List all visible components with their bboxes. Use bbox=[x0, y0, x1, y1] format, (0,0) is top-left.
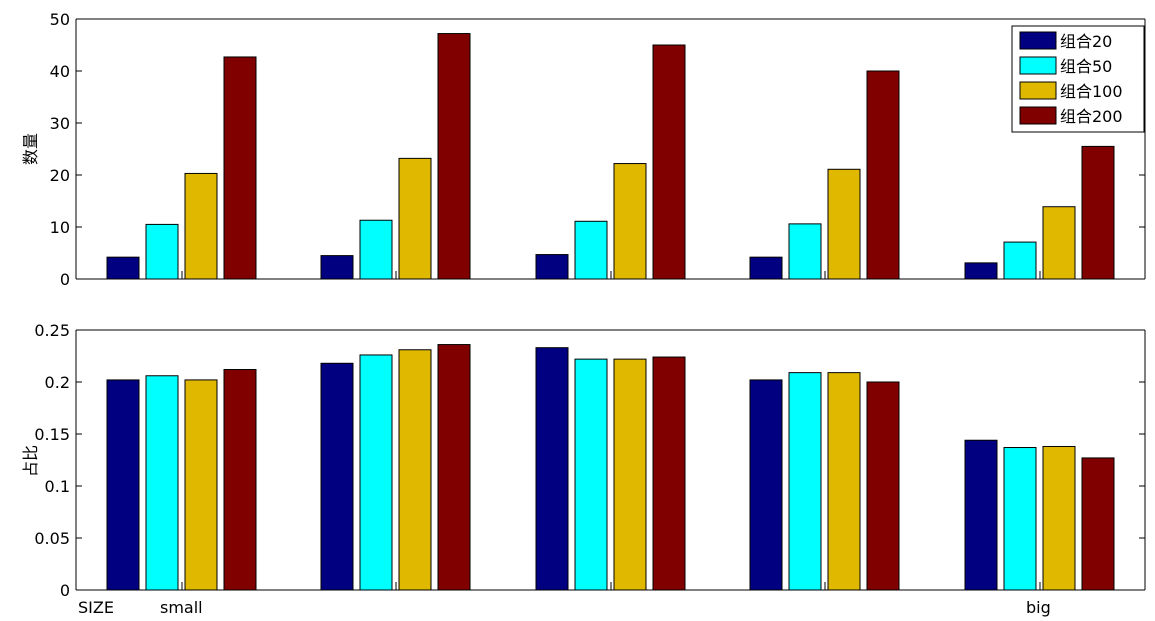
size-label: SIZE bbox=[78, 598, 114, 617]
top-bar-组合200-group-2 bbox=[437, 33, 471, 280]
top-y-ticks: 0 10 20 30 40 50 bbox=[50, 10, 1145, 289]
bottom-y-tick-label: 0.25 bbox=[34, 321, 70, 340]
bottom-bar-组合200-group-2 bbox=[437, 344, 471, 591]
top-y-tick-label: 10 bbox=[50, 218, 70, 237]
top-y-tick-label: 30 bbox=[50, 114, 70, 133]
bottom-y-tick-label: 0.05 bbox=[34, 529, 70, 548]
legend: 组合20 组合50 组合100 组合200 bbox=[1011, 25, 1145, 133]
top-axes: 0 10 20 30 40 50 数量 bbox=[21, 10, 1146, 289]
top-y-tick-label: 20 bbox=[50, 166, 70, 185]
top-y-axis-label: 数量 bbox=[21, 133, 40, 165]
top-y-tick-label: 50 bbox=[50, 10, 70, 29]
top-bar-组合200-group-1 bbox=[223, 56, 257, 280]
bottom-bar-组合20-group-1 bbox=[106, 379, 140, 591]
top-bar-组合20-group-5 bbox=[964, 262, 998, 280]
bottom-y-tick-label: 0.1 bbox=[45, 477, 70, 496]
bottom-bar-组合50-group-2 bbox=[359, 354, 393, 591]
bottom-y-tick-label: 0 bbox=[60, 581, 70, 600]
top-bar-组合200-group-4 bbox=[866, 70, 900, 280]
bottom-bar-组合20-group-4 bbox=[749, 379, 783, 591]
legend-swatch-组合100 bbox=[1019, 81, 1057, 100]
top-bar-组合200-group-5 bbox=[1081, 145, 1115, 280]
bottom-y-tick-label: 0.15 bbox=[34, 425, 70, 444]
bottom-bar-组合50-group-4 bbox=[788, 372, 822, 591]
top-bar-组合50-group-2 bbox=[359, 219, 393, 280]
bottom-y-axis-label: 占比 bbox=[21, 445, 40, 477]
bottom-bar-组合100-group-2 bbox=[398, 349, 432, 591]
legend-label-组合100: 组合100 bbox=[1060, 82, 1123, 101]
bottom-bar-组合100-group-5 bbox=[1042, 445, 1076, 591]
legend-label-组合200: 组合200 bbox=[1060, 107, 1123, 126]
bottom-bar-组合100-group-1 bbox=[184, 379, 218, 591]
top-bar-组合100-group-3 bbox=[613, 163, 647, 280]
top-bar-组合20-group-4 bbox=[749, 256, 783, 280]
bottom-bar-组合200-group-5 bbox=[1081, 457, 1115, 591]
top-bar-组合100-group-5 bbox=[1042, 206, 1076, 280]
bottom-bar-组合50-group-3 bbox=[574, 358, 608, 591]
top-bar-组合200-group-3 bbox=[652, 44, 686, 280]
top-bars bbox=[106, 33, 1115, 280]
top-bar-组合100-group-1 bbox=[184, 172, 218, 280]
bottom-bar-组合100-group-3 bbox=[613, 358, 647, 591]
small-label: small bbox=[160, 598, 203, 617]
top-bar-组合50-group-5 bbox=[1003, 241, 1037, 280]
top-bar-组合100-group-2 bbox=[398, 157, 432, 280]
top-bar-组合50-group-3 bbox=[574, 220, 608, 280]
bottom-axes: 0 0.05 0.1 0.15 0.2 0.25 占比 SIZE small big bbox=[21, 321, 1146, 617]
top-bar-组合100-group-4 bbox=[827, 168, 861, 280]
top-y-tick-label: 40 bbox=[50, 62, 70, 81]
bottom-bar-组合20-group-2 bbox=[320, 362, 354, 591]
legend-swatch-组合200 bbox=[1019, 106, 1057, 125]
bottom-bar-组合200-group-3 bbox=[652, 356, 686, 591]
top-bar-组合20-group-2 bbox=[320, 255, 354, 280]
bottom-bar-组合50-group-5 bbox=[1003, 447, 1037, 591]
bottom-bar-组合50-group-1 bbox=[145, 375, 179, 591]
legend-label-组合50: 组合50 bbox=[1060, 57, 1112, 76]
bottom-bars bbox=[106, 344, 1115, 591]
bottom-bar-组合200-group-4 bbox=[866, 381, 900, 591]
bottom-bar-组合20-group-5 bbox=[964, 439, 998, 591]
legend-label-组合20: 组合20 bbox=[1060, 32, 1112, 51]
bottom-y-tick-label: 0.2 bbox=[45, 373, 70, 392]
top-bar-组合20-group-1 bbox=[106, 256, 140, 280]
top-bar-组合50-group-1 bbox=[145, 223, 179, 280]
bottom-bar-组合200-group-1 bbox=[223, 369, 257, 591]
legend-swatch-组合50 bbox=[1019, 56, 1057, 75]
legend-swatch-组合20 bbox=[1019, 31, 1057, 50]
top-bar-组合20-group-3 bbox=[535, 254, 569, 280]
bottom-bar-组合100-group-4 bbox=[827, 372, 861, 591]
bottom-bar-组合20-group-3 bbox=[535, 347, 569, 591]
bottom-y-ticks: 0 0.05 0.1 0.15 0.2 0.25 bbox=[34, 321, 1145, 600]
big-label: big bbox=[1026, 598, 1051, 617]
top-y-tick-label: 0 bbox=[60, 270, 70, 289]
top-bar-组合50-group-4 bbox=[788, 223, 822, 280]
